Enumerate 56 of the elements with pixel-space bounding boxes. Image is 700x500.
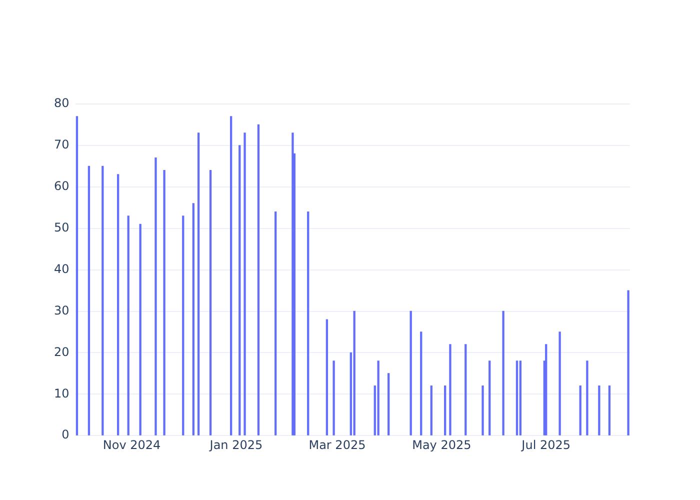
y-tick-label: 0 <box>62 428 70 442</box>
bar <box>608 386 611 436</box>
bar <box>182 216 184 436</box>
bar <box>488 360 491 436</box>
bar <box>545 344 548 436</box>
bar <box>598 386 600 436</box>
bar <box>292 132 294 436</box>
x-tick-label: Nov 2024 <box>102 438 161 452</box>
bar <box>197 132 200 436</box>
y-tick-label: 70 <box>54 138 70 152</box>
bar <box>558 332 561 436</box>
bar <box>420 332 422 436</box>
y-tick-label: 60 <box>54 179 70 194</box>
bar <box>326 319 328 436</box>
bar <box>102 166 104 436</box>
bar <box>76 116 78 436</box>
bar <box>516 360 518 436</box>
y-tick-label: 20 <box>54 344 70 359</box>
bar <box>430 386 432 436</box>
bar <box>502 310 504 436</box>
bar <box>627 290 630 436</box>
y-tick-label: 50 <box>54 220 70 234</box>
bar <box>353 310 356 436</box>
bar <box>127 216 130 436</box>
bar <box>464 344 467 436</box>
bar <box>377 360 380 436</box>
bar <box>154 158 157 436</box>
bar <box>238 145 241 436</box>
bar <box>244 132 246 436</box>
bar <box>449 344 452 436</box>
bar <box>192 203 194 436</box>
bar <box>230 116 232 436</box>
bar <box>307 211 310 436</box>
y-tick-label: 10 <box>54 386 70 400</box>
bar <box>444 386 446 436</box>
bar <box>116 174 120 436</box>
bar <box>257 124 260 436</box>
bar <box>586 360 588 436</box>
x-tick-label: Jan 2025 <box>208 438 263 452</box>
bar <box>88 166 90 436</box>
bar <box>209 170 212 436</box>
x-tick-label: Jul 2025 <box>520 438 571 452</box>
bar <box>410 310 412 436</box>
x-tick-label: May 2025 <box>412 438 472 452</box>
bar <box>482 386 484 436</box>
bar <box>274 211 277 436</box>
y-tick-label: 40 <box>54 262 70 276</box>
x-tick-label: Mar 2025 <box>308 438 366 452</box>
bar <box>332 360 335 436</box>
bar <box>579 386 582 436</box>
bar <box>163 170 166 436</box>
bar <box>139 224 142 436</box>
bar <box>388 373 390 436</box>
y-tick-label: 30 <box>54 303 70 318</box>
bar <box>519 360 522 436</box>
y-tick-label: 80 <box>54 96 70 110</box>
